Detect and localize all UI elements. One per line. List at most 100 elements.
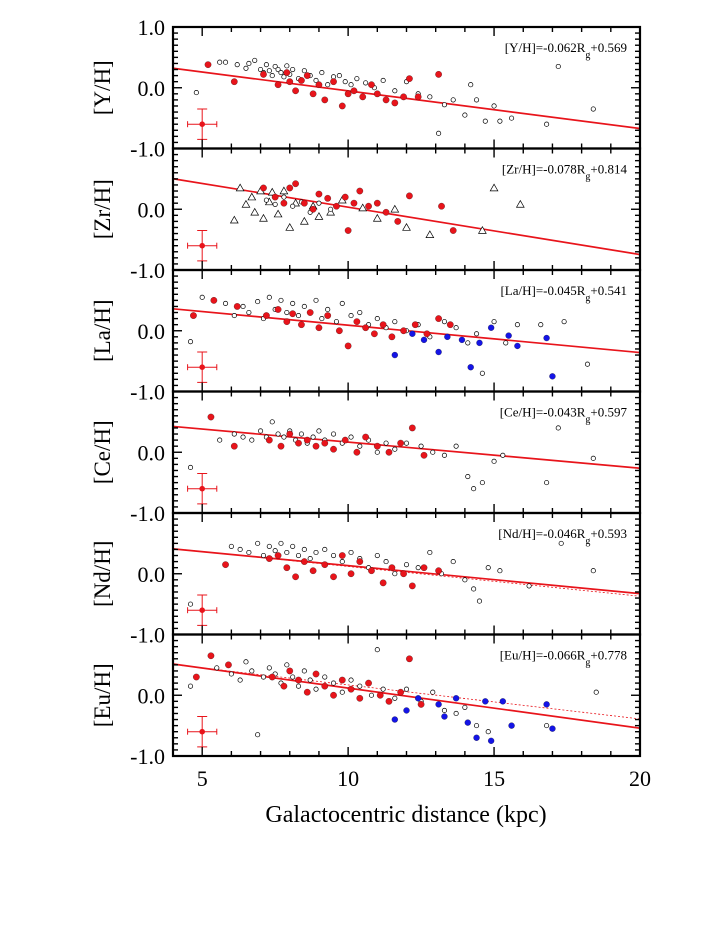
literature-point: [278, 70, 284, 76]
literature-point: [473, 97, 480, 103]
literature-point: [354, 76, 360, 82]
this-work-point: [301, 199, 308, 207]
literature-point: [290, 66, 296, 73]
literature-point: [500, 452, 506, 458]
literature-point: [561, 319, 567, 325]
this-work-point: [280, 199, 288, 207]
y-tick-label: 0.0: [138, 683, 166, 708]
this-work-point: [265, 436, 273, 444]
literature-point: [228, 543, 234, 549]
literature-point: [342, 79, 348, 85]
literature-point: [471, 486, 477, 492]
this-work-point: [263, 312, 270, 319]
literature-point: [325, 306, 331, 313]
literature-point: [555, 63, 561, 70]
triangle-point: [477, 226, 487, 234]
blue-point: [549, 725, 556, 732]
literature-point: [368, 692, 375, 698]
literature-point: [485, 729, 491, 735]
this-work-point: [303, 436, 311, 444]
fit-equation-sub: g: [585, 657, 590, 668]
literature-point: [441, 102, 447, 108]
literature-point: [266, 543, 272, 549]
fit-equation-sub: g: [585, 171, 590, 182]
panels-group: 1.00.0-1.0[Y/H][Y/H]=-0.062Rg+0.5690.0-1…: [90, 15, 651, 791]
this-work-point: [362, 433, 369, 441]
panel-plot-area: [173, 177, 640, 256]
this-work-point: [330, 445, 337, 453]
fit-equation-sub: g: [585, 414, 590, 425]
literature-point: [380, 686, 386, 692]
blue-point: [514, 342, 521, 350]
this-work-point: [321, 96, 329, 104]
fit-equation-main: [Y/H]=-0.062R: [505, 40, 586, 55]
literature-point: [187, 339, 194, 345]
literature-point: [462, 577, 468, 583]
error-bar-point: [199, 485, 205, 492]
literature-point: [322, 674, 328, 680]
this-work-point: [283, 318, 291, 325]
fit-equation-tail: +0.814: [590, 162, 627, 177]
literature-point: [266, 665, 272, 671]
literature-point: [313, 297, 319, 303]
literature-point: [301, 68, 307, 74]
literature-point: [392, 88, 398, 94]
this-work-point: [435, 315, 442, 322]
literature-point: [240, 303, 246, 310]
fit-equation-sub: g: [585, 50, 590, 61]
literature-point: [336, 73, 342, 79]
triangle-point: [235, 183, 245, 192]
panel-5: 0.0 -1.0 [Eu/H] [Eu/H]=-0.066Rg+0.778: [90, 633, 642, 769]
this-work-point: [353, 318, 361, 325]
y-tick-label: 1.0: [138, 15, 166, 40]
literature-point: [339, 689, 345, 695]
this-work-point: [373, 90, 381, 98]
fit-equation-main: [La/H]=-0.045R: [500, 283, 585, 298]
this-work-point: [376, 691, 384, 699]
fit-equation-tail: +0.778: [590, 648, 627, 663]
this-work-point: [446, 321, 454, 328]
this-work-point: [394, 218, 402, 225]
literature-point: [330, 431, 337, 437]
this-work-point: [286, 78, 294, 86]
literature-point: [272, 63, 278, 70]
literature-point: [325, 82, 331, 88]
literature-point: [555, 425, 561, 431]
literature-point: [281, 74, 287, 80]
this-work-point: [283, 564, 291, 571]
blue-point: [415, 695, 422, 702]
literature-point: [403, 686, 410, 692]
this-work-point: [350, 87, 358, 95]
this-work-point: [306, 309, 314, 316]
literature-point: [290, 300, 296, 306]
literature-point: [246, 60, 252, 67]
this-work-point: [379, 579, 387, 587]
panel-plot-area: [173, 413, 640, 492]
fit-equation-main: [Eu/H]=-0.066R: [500, 648, 586, 663]
literature-point: [357, 309, 363, 316]
literature-point: [187, 464, 194, 470]
panel-plot-area: [173, 647, 640, 744]
panel-plot-area: [173, 57, 640, 136]
literature-point: [255, 732, 261, 738]
this-work-point: [382, 208, 390, 216]
blue-point: [391, 351, 398, 359]
this-work-point: [230, 442, 238, 450]
this-work-point: [230, 78, 238, 86]
this-work-point: [365, 679, 372, 687]
literature-point: [333, 319, 340, 325]
literature-point: [357, 443, 363, 449]
literature-point: [526, 583, 532, 589]
this-work-point: [373, 442, 381, 450]
this-work-point: [420, 564, 428, 571]
literature-point: [258, 428, 264, 434]
x-tick-label: 10: [337, 766, 359, 791]
this-work-point: [330, 691, 337, 699]
literature-point: [214, 665, 220, 671]
this-work-point: [271, 193, 279, 201]
literature-point: [383, 440, 389, 446]
literature-point: [260, 674, 267, 680]
literature-point: [453, 443, 459, 449]
y-tick-label: 0.0: [138, 319, 166, 344]
